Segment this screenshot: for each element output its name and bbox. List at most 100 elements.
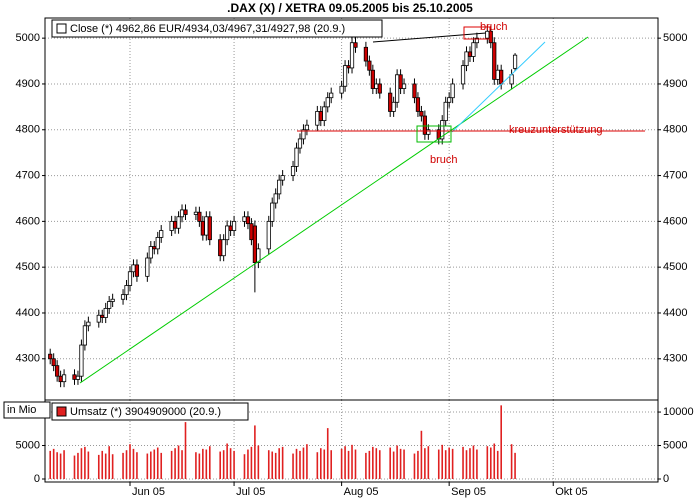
y-tick-label: 4600 [16, 215, 40, 227]
bar [281, 446, 284, 479]
bar [365, 452, 367, 479]
y-tick-label: 4800 [663, 124, 687, 136]
candle-body [61, 374, 67, 383]
candle-body [353, 42, 358, 48]
bar [462, 446, 464, 479]
y-tick-label: 4600 [663, 215, 687, 227]
bar [97, 454, 100, 479]
trend-line [451, 41, 546, 133]
bar [132, 448, 135, 479]
candle-body [377, 83, 382, 94]
bar [136, 452, 138, 479]
candle-body [48, 353, 53, 360]
bar [233, 450, 235, 479]
candle-body [245, 216, 251, 225]
candle-body [231, 220, 237, 231]
bar [448, 447, 450, 479]
bar [514, 452, 516, 479]
candle-body [134, 264, 140, 277]
candle-body [218, 239, 223, 257]
bar [278, 448, 280, 479]
candle-body [339, 85, 344, 94]
legend-label: Close (*) 4962,86 EUR/4934,03/4967,31/49… [70, 23, 345, 35]
candle-body [82, 325, 87, 346]
candle-body [200, 220, 205, 236]
bar [101, 450, 104, 479]
candle-body [412, 83, 417, 99]
candle-body [120, 294, 126, 300]
legend-label: Umsatz (*) 3904909000 (20.9.) [70, 406, 221, 418]
bar [84, 446, 86, 479]
candle-body [492, 42, 497, 80]
candle-body [79, 344, 84, 377]
legend-swatch [56, 23, 67, 34]
highlight-box [416, 125, 452, 143]
bar [489, 447, 492, 479]
candle-body [58, 375, 63, 383]
bar [257, 445, 260, 479]
legend [51, 19, 383, 38]
y-tick-label: 4800 [16, 124, 40, 136]
candle-body [440, 120, 445, 140]
annotation: bruch [480, 21, 508, 33]
candle-body [297, 138, 303, 149]
bar [375, 448, 378, 479]
bar [205, 449, 208, 479]
candle-body [183, 209, 188, 215]
candle-body [86, 321, 91, 327]
candle-body [370, 69, 375, 89]
bar [104, 453, 107, 479]
candle-body [401, 83, 407, 89]
bar [372, 446, 374, 479]
candle-body [228, 225, 233, 231]
bar [146, 453, 149, 479]
bar [160, 452, 163, 479]
candle-body [509, 74, 514, 85]
candle-body [103, 307, 108, 318]
candle-body [256, 248, 261, 263]
annotation: bruch [430, 154, 458, 166]
candle-body [426, 129, 431, 135]
candle-body [374, 83, 379, 89]
candle-body [342, 65, 348, 87]
x-tick-label: Jun 05 [132, 486, 165, 498]
axis-label-box [3, 401, 51, 419]
bar [77, 452, 79, 479]
bar [292, 453, 294, 479]
bar [330, 450, 333, 479]
bar [274, 452, 277, 479]
candle-body [363, 46, 368, 62]
bar [219, 451, 221, 479]
candle-body [127, 271, 133, 286]
candle-body [55, 365, 60, 377]
candle-body [273, 193, 278, 204]
bar [326, 428, 329, 479]
bar [316, 452, 319, 479]
bar [111, 454, 114, 479]
candle-body [207, 216, 212, 241]
bar [340, 448, 343, 479]
candle-body [422, 115, 427, 135]
candle-body [159, 230, 164, 238]
bar [49, 450, 52, 479]
candle-body [464, 51, 469, 67]
candle-body [169, 220, 174, 231]
candle-body [398, 74, 403, 89]
candle-body [277, 179, 282, 195]
bar [247, 449, 249, 479]
bar [476, 449, 478, 479]
candle-body [100, 314, 105, 318]
candle-body [124, 285, 129, 296]
candle-body [329, 92, 334, 99]
y-tick-label: 0 [663, 473, 669, 485]
bar [170, 450, 173, 479]
bar [243, 454, 246, 479]
candle-body [294, 147, 299, 167]
y-tick-label: 4900 [663, 78, 687, 90]
candle-body [443, 101, 448, 121]
candle-body [415, 97, 421, 112]
bar [222, 450, 225, 479]
candle-body [107, 301, 112, 309]
bar [181, 450, 183, 479]
